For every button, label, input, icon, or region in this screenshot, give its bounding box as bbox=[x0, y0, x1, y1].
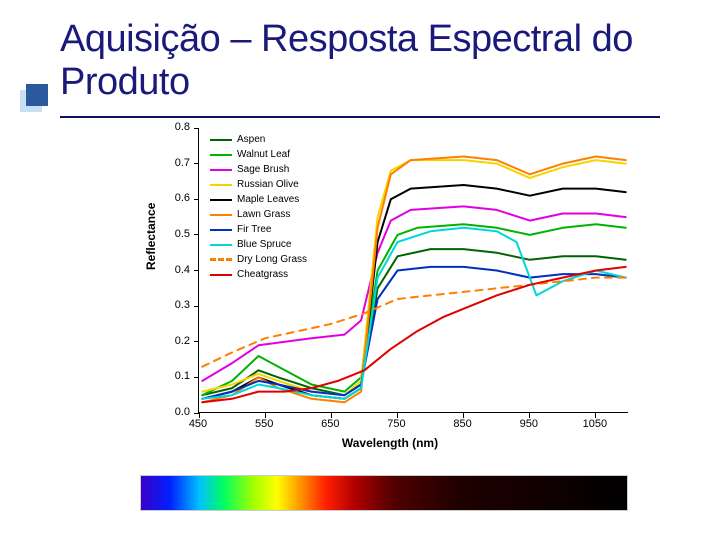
legend-item: Dry Long Grass bbox=[210, 252, 307, 267]
series-dry-long-grass bbox=[202, 278, 625, 367]
xtick-label: 650 bbox=[310, 418, 350, 430]
xtick-label: 950 bbox=[509, 418, 549, 430]
legend-item: Fir Tree bbox=[210, 222, 307, 237]
legend-swatch bbox=[210, 199, 232, 201]
legend-item: Lawn Grass bbox=[210, 207, 307, 222]
legend-label: Maple Leaves bbox=[237, 192, 299, 208]
ytick-label: 0.2 bbox=[150, 335, 190, 347]
legend-label: Cheatgrass bbox=[237, 267, 288, 283]
ytick-label: 0.4 bbox=[150, 264, 190, 276]
slide-title: Aquisição – Resposta Espectral do Produt… bbox=[60, 18, 690, 103]
legend-swatch bbox=[210, 244, 232, 246]
ytick-label: 0.5 bbox=[150, 228, 190, 240]
legend-label: Russian Olive bbox=[237, 177, 299, 193]
slide: Aquisição – Resposta Espectral do Produt… bbox=[0, 0, 720, 540]
legend-label: Blue Spruce bbox=[237, 237, 291, 253]
legend-label: Walnut Leaf bbox=[237, 147, 290, 163]
xtick-label: 850 bbox=[443, 418, 483, 430]
legend-swatch bbox=[210, 214, 232, 216]
legend-swatch bbox=[210, 154, 232, 156]
legend-swatch bbox=[210, 274, 232, 276]
xtick-label: 750 bbox=[376, 418, 416, 430]
spectrum-gradient bbox=[141, 476, 627, 510]
ytick-label: 0.3 bbox=[150, 299, 190, 311]
ytick-label: 0.7 bbox=[150, 157, 190, 169]
legend-swatch bbox=[210, 258, 232, 261]
xtick-label: 450 bbox=[178, 418, 218, 430]
xtick-label: 550 bbox=[244, 418, 284, 430]
legend-item: Sage Brush bbox=[210, 162, 307, 177]
ytick-label: 0.1 bbox=[150, 370, 190, 382]
title-block: Aquisição – Resposta Espectral do Produt… bbox=[60, 18, 690, 103]
visible-spectrum-bar bbox=[140, 475, 628, 511]
legend-item: Maple Leaves bbox=[210, 192, 307, 207]
legend-item: Cheatgrass bbox=[210, 267, 307, 282]
legend-label: Dry Long Grass bbox=[237, 252, 307, 268]
legend-label: Lawn Grass bbox=[237, 207, 290, 223]
legend-swatch bbox=[210, 229, 232, 231]
legend-label: Sage Brush bbox=[237, 162, 289, 178]
spectral-chart: Reflectance Wavelength (nm) AspenWalnut … bbox=[140, 120, 640, 460]
title-underline bbox=[60, 116, 660, 118]
ytick-label: 0.6 bbox=[150, 192, 190, 204]
chart-xlabel: Wavelength (nm) bbox=[140, 436, 640, 450]
legend-label: Fir Tree bbox=[237, 222, 271, 238]
title-bullet-icon bbox=[20, 90, 42, 112]
legend-swatch bbox=[210, 184, 232, 186]
legend-item: Walnut Leaf bbox=[210, 147, 307, 162]
legend-swatch bbox=[210, 139, 232, 141]
legend-label: Aspen bbox=[237, 132, 265, 148]
legend-item: Aspen bbox=[210, 132, 307, 147]
ytick-label: 0.0 bbox=[150, 406, 190, 418]
xtick-label: 1050 bbox=[575, 418, 615, 430]
legend-item: Blue Spruce bbox=[210, 237, 307, 252]
legend-item: Russian Olive bbox=[210, 177, 307, 192]
legend-swatch bbox=[210, 169, 232, 171]
ytick-label: 0.8 bbox=[150, 121, 190, 133]
chart-legend: AspenWalnut LeafSage BrushRussian OliveM… bbox=[210, 132, 307, 282]
